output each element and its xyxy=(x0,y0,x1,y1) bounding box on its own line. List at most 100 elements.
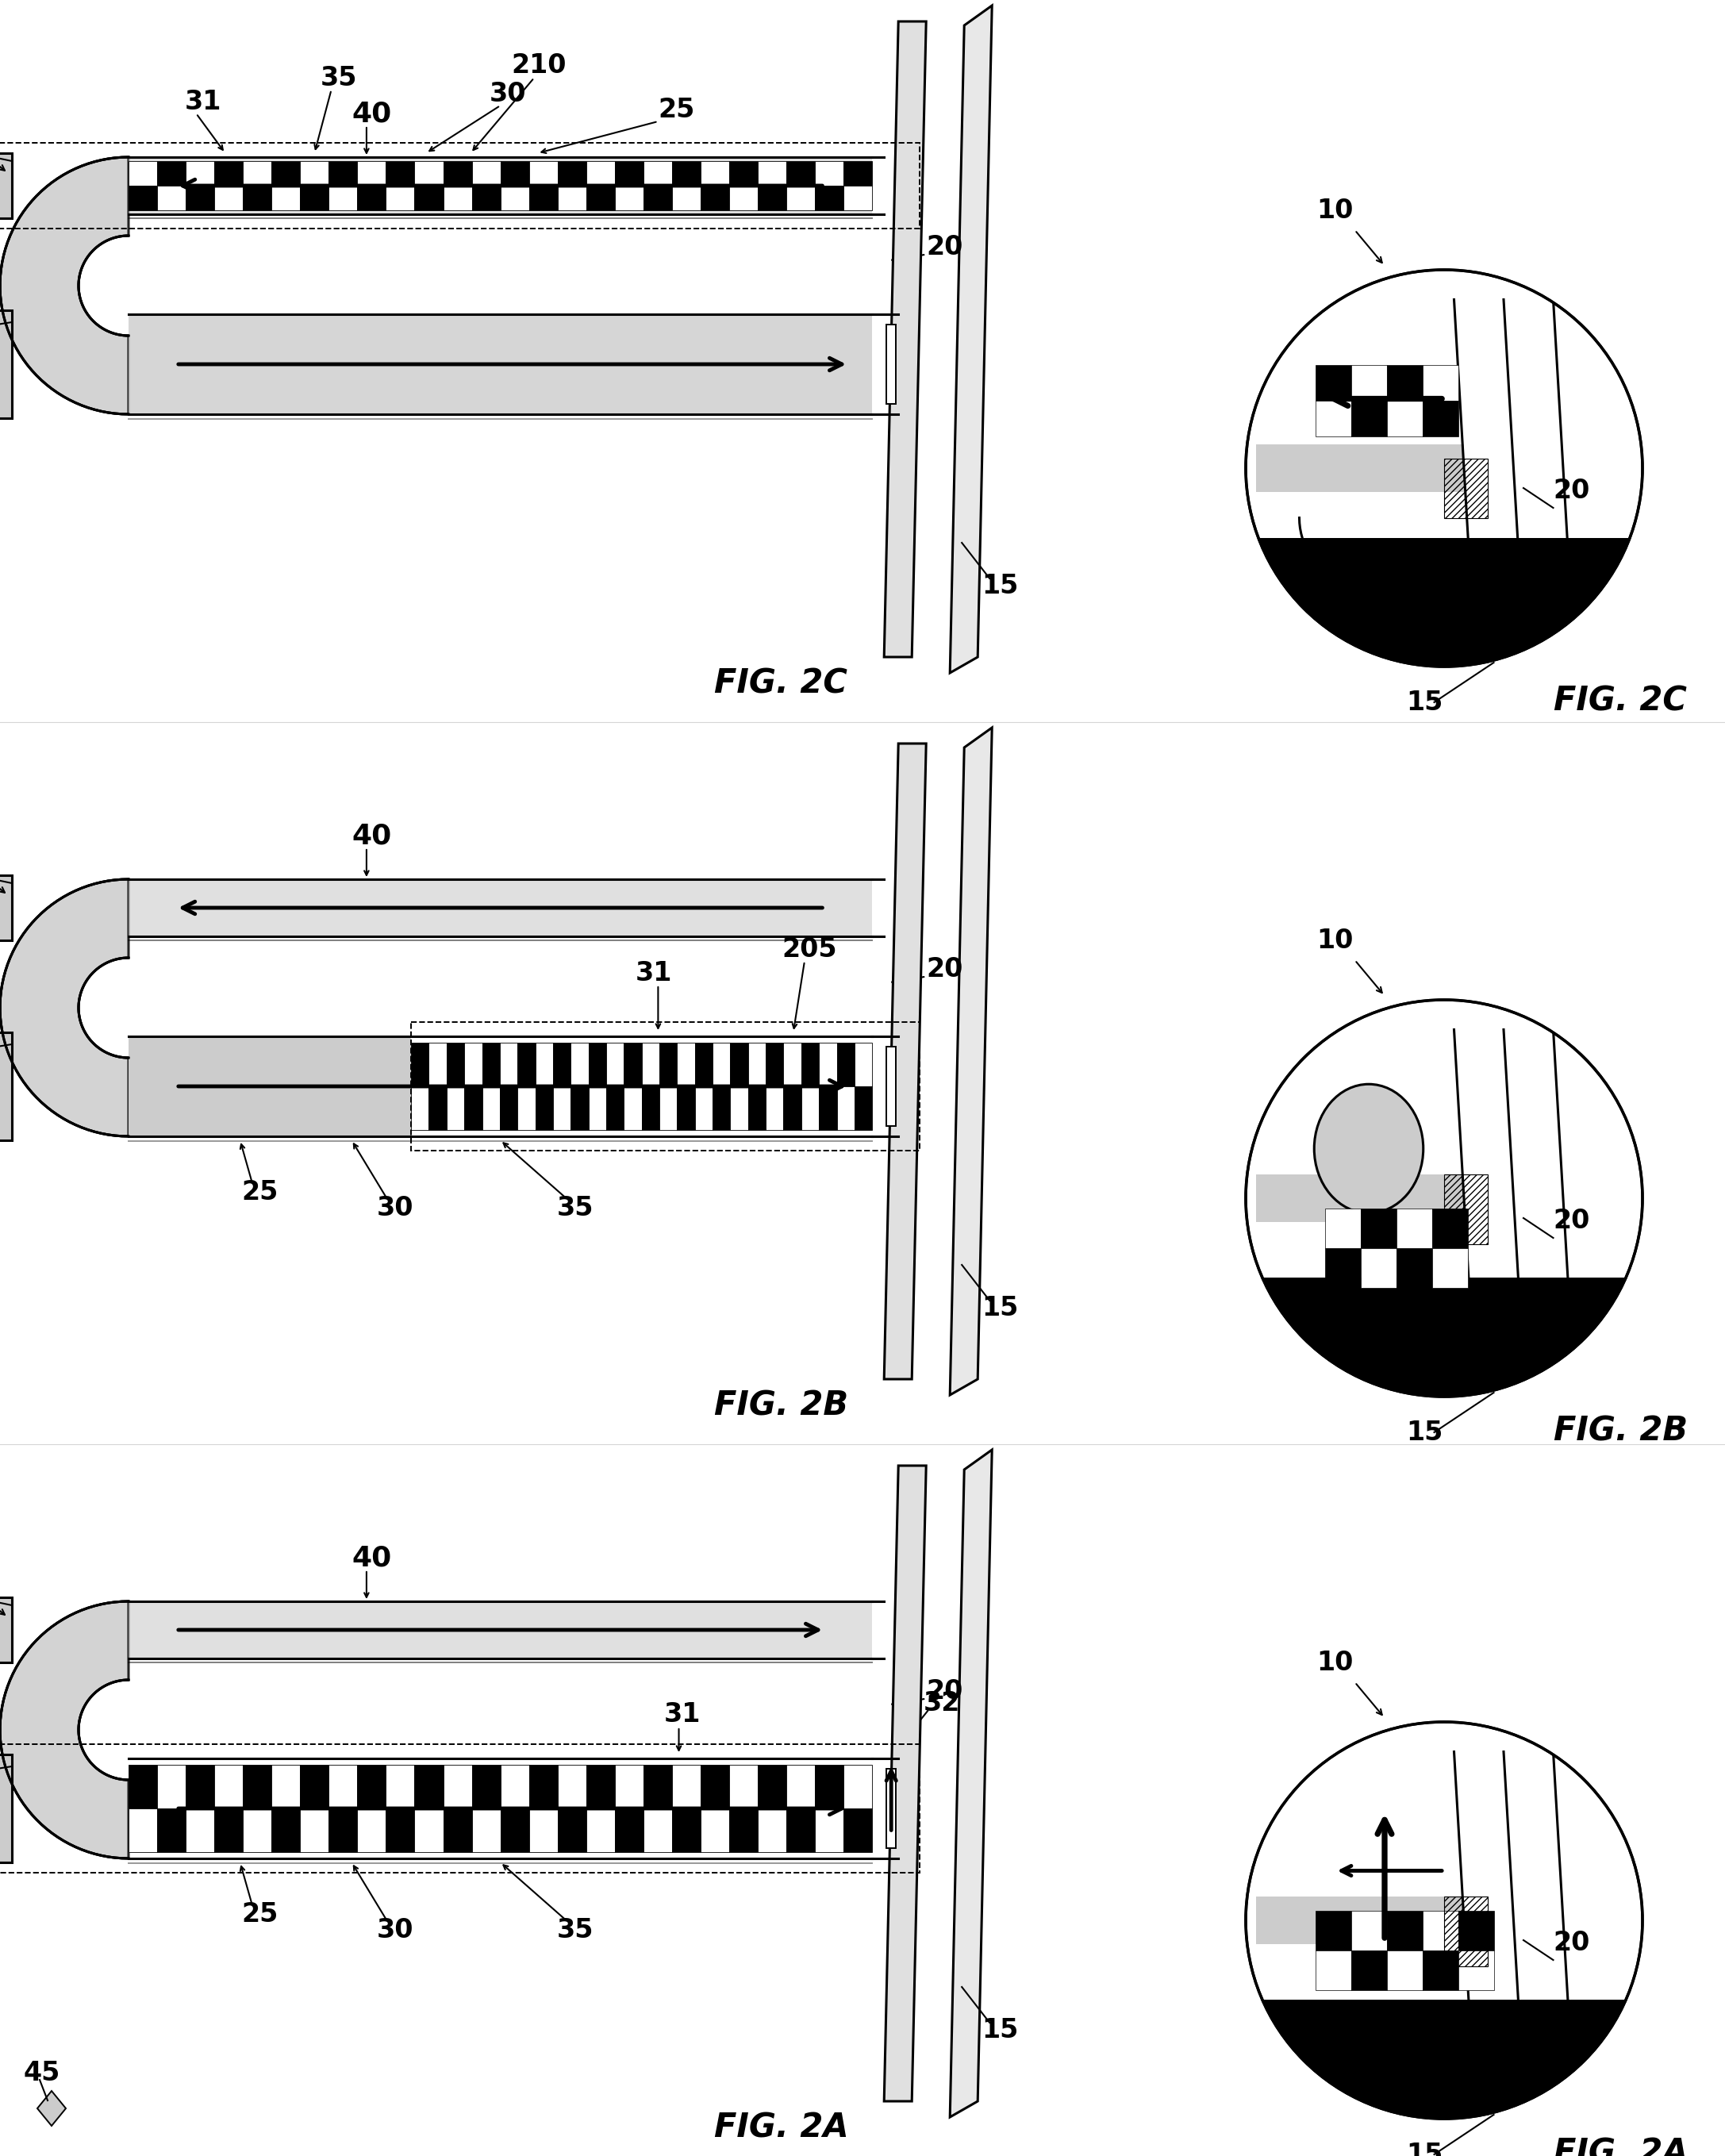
Bar xyxy=(659,1041,678,1087)
Bar xyxy=(535,1041,554,1087)
Bar xyxy=(643,185,673,209)
Bar xyxy=(700,162,730,185)
Bar xyxy=(464,1087,481,1130)
Bar xyxy=(1314,364,1351,401)
Polygon shape xyxy=(885,1466,926,2102)
FancyBboxPatch shape xyxy=(0,1033,12,1141)
Text: 40: 40 xyxy=(352,821,392,849)
Bar xyxy=(700,1764,730,1809)
Bar xyxy=(271,1809,300,1852)
Text: 31: 31 xyxy=(185,88,223,114)
Bar xyxy=(500,1041,517,1087)
Bar xyxy=(605,1041,624,1087)
Bar xyxy=(186,1809,214,1852)
Bar xyxy=(730,185,757,209)
Bar xyxy=(712,1087,730,1130)
Bar xyxy=(605,1087,624,1130)
Bar xyxy=(673,185,700,209)
Bar xyxy=(300,185,329,209)
Text: 40: 40 xyxy=(352,1544,392,1572)
Bar xyxy=(571,1041,588,1087)
Bar xyxy=(414,162,443,185)
Bar xyxy=(614,162,643,185)
Bar xyxy=(854,1087,873,1130)
Text: 25: 25 xyxy=(242,1902,278,1927)
Bar xyxy=(1387,364,1423,401)
Bar xyxy=(642,1087,659,1130)
Bar xyxy=(243,1809,271,1852)
Bar xyxy=(695,1041,712,1087)
Bar xyxy=(129,1809,157,1852)
Bar xyxy=(1325,1248,1361,1287)
Polygon shape xyxy=(885,22,926,658)
Bar xyxy=(1444,459,1487,517)
Bar xyxy=(624,1041,642,1087)
Bar xyxy=(214,1809,243,1852)
Text: 10: 10 xyxy=(1316,198,1354,224)
Text: FIG. 2A: FIG. 2A xyxy=(714,2111,849,2143)
Bar xyxy=(471,1764,500,1809)
FancyBboxPatch shape xyxy=(0,153,12,218)
Bar xyxy=(819,1041,837,1087)
Bar xyxy=(500,1764,530,1809)
Text: 20: 20 xyxy=(926,955,963,983)
Text: 35: 35 xyxy=(321,65,357,91)
Bar xyxy=(471,1809,500,1852)
Bar xyxy=(443,162,471,185)
Bar xyxy=(557,1764,586,1809)
Bar xyxy=(1458,1949,1494,1990)
Ellipse shape xyxy=(1314,1084,1423,1214)
Bar xyxy=(783,1041,800,1087)
Bar xyxy=(443,1809,471,1852)
Bar xyxy=(1351,1949,1387,1990)
Text: 205: 205 xyxy=(781,936,837,962)
Text: FIG. 2C: FIG. 2C xyxy=(1552,683,1687,718)
Bar xyxy=(1432,1207,1468,1248)
Bar xyxy=(386,1764,414,1809)
Text: 31: 31 xyxy=(664,1701,700,1727)
Text: 30: 30 xyxy=(490,80,526,108)
Text: 15: 15 xyxy=(982,2016,1018,2044)
Bar xyxy=(1314,401,1351,436)
Bar xyxy=(1256,1999,1632,2119)
Bar xyxy=(471,162,500,185)
Bar xyxy=(1423,364,1458,401)
Text: 210: 210 xyxy=(512,52,568,80)
Bar xyxy=(844,1764,873,1809)
Bar xyxy=(712,1041,730,1087)
Bar xyxy=(643,1809,673,1852)
FancyBboxPatch shape xyxy=(0,310,12,418)
Bar xyxy=(214,1764,243,1809)
Bar xyxy=(157,1764,186,1809)
Bar xyxy=(414,1809,443,1852)
Text: 15: 15 xyxy=(982,573,1018,599)
Bar xyxy=(1444,1897,1487,1966)
Bar xyxy=(357,1764,386,1809)
Bar xyxy=(624,1087,642,1130)
Bar xyxy=(530,1809,557,1852)
Bar xyxy=(1432,1248,1468,1287)
Bar xyxy=(386,185,414,209)
Bar xyxy=(1444,1175,1487,1244)
Bar xyxy=(1397,1207,1432,1248)
Bar xyxy=(614,1809,643,1852)
Bar xyxy=(586,1809,614,1852)
Bar xyxy=(129,185,157,209)
Text: FIG. 2B: FIG. 2B xyxy=(714,1388,849,1423)
Bar xyxy=(783,1087,800,1130)
Text: 15: 15 xyxy=(1406,1419,1442,1447)
Bar xyxy=(271,1764,300,1809)
Bar xyxy=(1351,1910,1387,1949)
Bar xyxy=(837,1041,854,1087)
Bar xyxy=(243,1764,271,1809)
Bar xyxy=(757,1764,787,1809)
Text: 25: 25 xyxy=(659,97,695,123)
Bar xyxy=(854,1041,873,1087)
Bar xyxy=(443,185,471,209)
Polygon shape xyxy=(38,2091,66,2126)
Bar xyxy=(157,1809,186,1852)
Bar xyxy=(614,185,643,209)
Bar xyxy=(386,162,414,185)
Bar xyxy=(1423,1910,1458,1949)
Bar xyxy=(571,1087,588,1130)
